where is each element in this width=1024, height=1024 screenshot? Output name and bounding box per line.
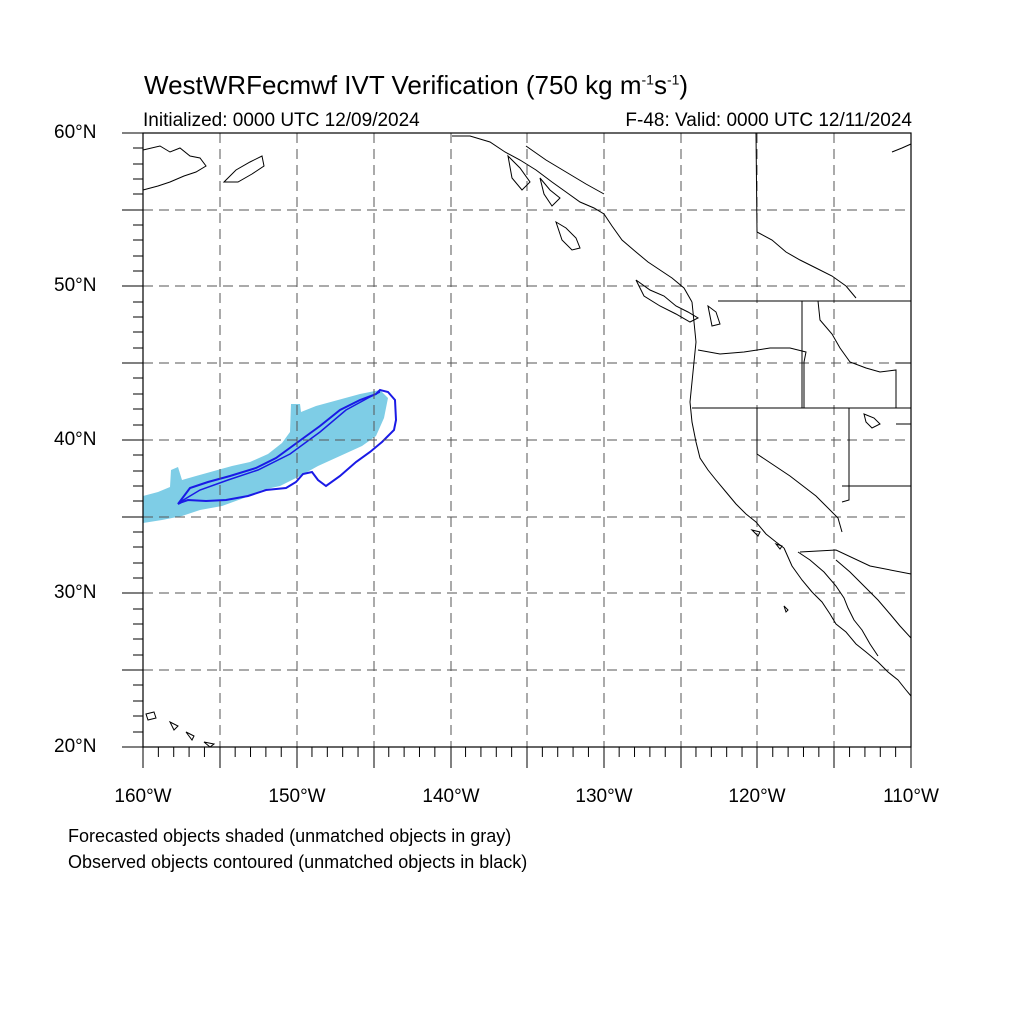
forecast-object — [143, 390, 388, 523]
observed-object-contour — [177, 388, 398, 505]
lon-label-110w: 110°W — [883, 786, 939, 807]
legend-observed-note: Observed objects contoured (unmatched ob… — [68, 852, 528, 872]
lat-label-60: 60°N — [54, 122, 97, 143]
lat-label-30: 30°N — [54, 582, 97, 603]
lon-label-150w: 150°W — [268, 786, 326, 807]
bottom-minor-ticks — [157, 747, 897, 757]
observed-object-axis — [179, 391, 381, 503]
lat-label-20: 20°N — [54, 736, 97, 757]
init-time-label: Initialized: 0000 UTC 12/09/2024 — [143, 110, 420, 131]
coastlines — [142, 132, 912, 748]
graticule — [143, 133, 911, 747]
lat-label-40: 40°N — [54, 429, 97, 450]
lon-label-120w: 120°W — [728, 786, 786, 807]
lat-label-50: 50°N — [54, 275, 97, 296]
lon-label-160w: 160°W — [114, 786, 172, 807]
valid-time-label: F-48: Valid: 0000 UTC 12/11/2024 — [625, 110, 912, 131]
map-title: WestWRFecmwf IVT Verification (750 kg m-… — [144, 70, 689, 100]
lon-label-130w: 130°W — [575, 786, 633, 807]
lon-label-140w: 140°W — [422, 786, 480, 807]
legend-forecast-note: Forecasted objects shaded (unmatched obj… — [68, 826, 512, 846]
tick-marks — [122, 132, 912, 768]
